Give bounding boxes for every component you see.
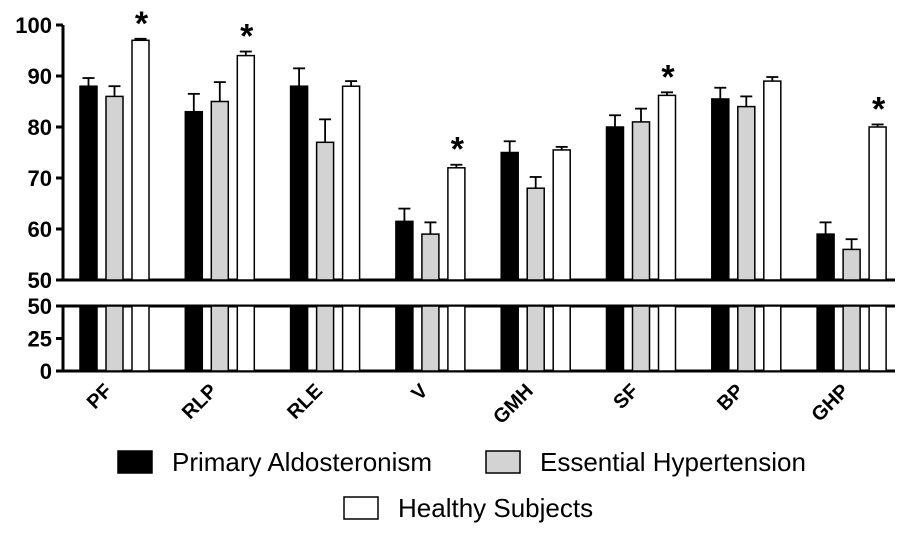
significance-mark-sf: *: [661, 58, 675, 96]
y-tick-label-lower: 50: [28, 294, 52, 319]
bar-rle-series-1-upper: [315, 141, 335, 281]
bar-v-series-0-upper: [395, 220, 414, 281]
x-tick-label-bp: BP: [713, 380, 748, 415]
y-tick-label-upper: 50: [28, 268, 52, 293]
bar-gmh-series-0-upper: [500, 151, 519, 281]
bar-v-series-2-upper: [447, 167, 466, 281]
x-tick-label-rle: RLE: [283, 380, 327, 424]
legend-label-series-2: Healthy Subjects: [398, 493, 593, 523]
significance-mark-pf: *: [135, 5, 149, 43]
legend-swatch-series-2: [343, 496, 379, 520]
chart-legend: Primary Aldosteronism Essential Hypertens…: [117, 447, 806, 523]
bar-gmh-series-2-upper: [552, 149, 571, 281]
bar-pf-series-0-lower: [79, 305, 98, 372]
y-tick-label-upper: 70: [28, 166, 52, 191]
legend-label-series-0: Primary Aldosteronism: [172, 447, 432, 477]
x-tick-label-v: V: [407, 380, 432, 405]
bar-rle-series-2-lower: [341, 305, 361, 372]
x-tick-label-gmh: GMH: [489, 380, 538, 429]
bar-rlp-series-0-lower: [184, 305, 204, 372]
bar-v-series-1-upper: [421, 233, 440, 281]
bar-pf-series-1-lower: [105, 305, 124, 372]
bar-rle-series-2-upper: [341, 85, 361, 281]
bar-ghp-series-0-upper: [816, 233, 835, 281]
bar-gmh-series-1-upper: [526, 187, 545, 281]
y-tick-label-upper: 100: [15, 13, 52, 38]
bar-ghp-series-1-upper: [842, 248, 861, 281]
bar-rle-series-1-lower: [315, 305, 335, 372]
y-tick-label-upper: 80: [28, 115, 52, 140]
bar-v-series-0-lower: [395, 305, 414, 372]
bar-bp-series-2-upper: [763, 80, 782, 281]
significance-mark-v: *: [451, 131, 465, 169]
bar-sf-series-2-lower: [657, 305, 677, 372]
bar-ghp-series-2-upper: [868, 126, 887, 281]
significance-mark-ghp: *: [872, 90, 886, 128]
bar-ghp-series-2-lower: [868, 305, 887, 372]
x-tick-label-pf: PF: [83, 380, 117, 414]
y-tick-label-upper: 60: [28, 217, 52, 242]
bar-sf-series-2-upper: [657, 94, 677, 281]
bar-v-series-2-lower: [447, 305, 466, 372]
y-tick-label-lower: 0: [40, 359, 52, 384]
bar-bp-series-0-upper: [711, 98, 730, 281]
bar-ghp-series-0-lower: [816, 305, 835, 372]
y-tick-label-lower: 25: [28, 327, 52, 352]
bar-sf-series-0-lower: [605, 305, 625, 372]
bar-pf-series-1-upper: [105, 95, 124, 281]
bar-gmh-series-2-lower: [552, 305, 571, 372]
bar-sf-series-1-lower: [631, 305, 651, 372]
bar-bp-series-1-upper: [737, 105, 756, 281]
bar-gmh-series-1-lower: [526, 305, 545, 372]
bar-ghp-series-1-lower: [842, 305, 861, 372]
bar-sf-series-0-upper: [605, 126, 625, 281]
x-tick-label-ghp: GHP: [807, 380, 853, 426]
bar-v-series-1-lower: [421, 305, 440, 372]
bar-rlp-series-2-upper: [236, 54, 256, 281]
bar-sf-series-1-upper: [631, 121, 651, 281]
bar-rle-series-0-lower: [289, 305, 309, 372]
bar-pf-series-2-upper: [131, 39, 150, 281]
bar-bp-series-2-lower: [763, 305, 782, 372]
bar-bp-series-1-lower: [737, 305, 756, 372]
bar-gmh-series-0-lower: [500, 305, 519, 372]
x-tick-label-rlp: RLP: [178, 380, 222, 424]
y-tick-label-upper: 90: [28, 64, 52, 89]
bar-rlp-series-2-lower: [236, 305, 256, 372]
bar-rle-series-0-upper: [289, 85, 309, 281]
legend-swatch-series-0: [117, 450, 153, 474]
bar-rlp-series-0-upper: [184, 110, 204, 281]
bar-pf-series-2-lower: [131, 305, 150, 372]
bar-rlp-series-1-lower: [210, 305, 230, 372]
significance-mark-rlp: *: [240, 18, 254, 56]
bar-pf-series-0-upper: [79, 85, 98, 281]
chart-bars: [79, 37, 887, 372]
bar-rlp-series-1-upper: [210, 100, 230, 281]
legend-swatch-series-1: [485, 450, 521, 474]
legend-label-series-1: Essential Hypertension: [540, 447, 806, 477]
bar-bp-series-0-lower: [711, 305, 730, 372]
x-tick-label-sf: SF: [609, 380, 643, 414]
